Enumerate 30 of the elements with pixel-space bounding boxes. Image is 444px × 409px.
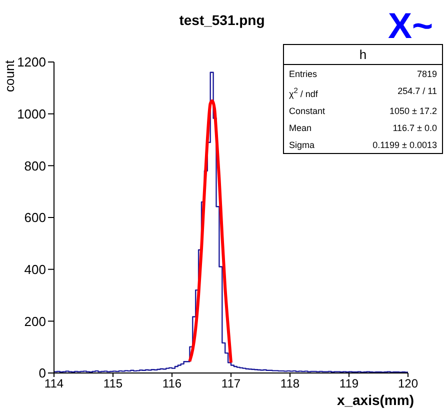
line-series bbox=[188, 99, 232, 364]
y-tick-label: 0 bbox=[38, 366, 46, 381]
annotation: Mean bbox=[289, 123, 312, 133]
text: h bbox=[284, 45, 442, 65]
annotation: 254.7 / 11 bbox=[398, 86, 437, 98]
y-tick-label: 1000 bbox=[17, 106, 46, 122]
annotation: χ$^{2}$ / ndf bbox=[289, 86, 318, 99]
y-tick-label: 800 bbox=[24, 158, 46, 174]
chart-title: test_531.png bbox=[179, 12, 265, 28]
x-axis-title: x_axis(mm) bbox=[336, 392, 414, 408]
y-tick-label: 200 bbox=[24, 314, 46, 329]
text: X~ bbox=[388, 5, 434, 46]
y-tick-label: 1200 bbox=[17, 54, 46, 70]
annotation: 0.1199 ± 0.0013 bbox=[372, 140, 437, 150]
x-tick-label: 116 bbox=[162, 376, 182, 391]
annotation: Constant bbox=[289, 106, 326, 116]
y-tick-label: 600 bbox=[24, 210, 46, 226]
annotation: 1050 ± 17.2 bbox=[390, 106, 437, 116]
x-tick-label: 115 bbox=[103, 376, 123, 391]
x-tick-label: 118 bbox=[280, 376, 300, 391]
annotation: Sigma bbox=[289, 140, 315, 150]
y-axis-title: count bbox=[2, 60, 17, 92]
annotation: 116.7 ± 0.0 bbox=[392, 123, 437, 133]
x-tick-label: 119 bbox=[339, 376, 359, 391]
x-tick-label: 117 bbox=[221, 376, 241, 391]
y-tick-label: 400 bbox=[24, 262, 46, 277]
text: 7819 bbox=[416, 69, 437, 79]
x-tick-label: 120 bbox=[398, 376, 418, 391]
annotation: Entries bbox=[289, 69, 318, 79]
x-tick-label: 114 bbox=[44, 376, 64, 391]
